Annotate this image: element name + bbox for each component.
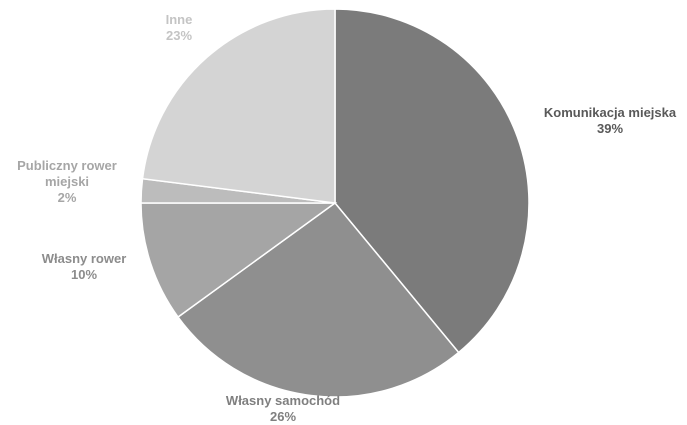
pie-slice-własny-rower <box>140 202 338 319</box>
data-label-value: 26% <box>270 409 296 424</box>
data-label-category: Komunikacja miejska <box>544 105 677 120</box>
data-label-własny-rower: Własny rower 10% <box>42 251 127 282</box>
data-label-category: Inne <box>166 12 193 27</box>
data-label-komunikacja-miejska: Komunikacja miejska 39% <box>544 105 677 136</box>
data-label-category: Publiczny rower <box>17 158 117 173</box>
pie-slice-komunikacja-miejska <box>334 8 530 354</box>
data-label-category: Własny samochód <box>226 393 340 408</box>
pie-labels: Komunikacja miejska 39% Własny samochód 26%… <box>17 12 677 424</box>
data-label-category: miejski <box>45 174 89 189</box>
pie-slices <box>140 8 530 398</box>
data-label-value: 2% <box>58 190 77 205</box>
data-label-value: 23% <box>166 28 192 43</box>
pie-slice-inne <box>141 8 336 204</box>
data-label-category: Własny rower <box>42 251 127 266</box>
data-label-value: 39% <box>597 121 623 136</box>
data-label-publiczny-rower-miejski: Publiczny rower miejski 2% <box>17 158 117 205</box>
data-label-własny-samochód: Własny samochód 26% <box>226 393 340 424</box>
pie-slice-własny-samochód <box>177 201 460 398</box>
data-label-inne: Inne 23% <box>166 12 193 43</box>
data-label-value: 10% <box>71 267 97 282</box>
